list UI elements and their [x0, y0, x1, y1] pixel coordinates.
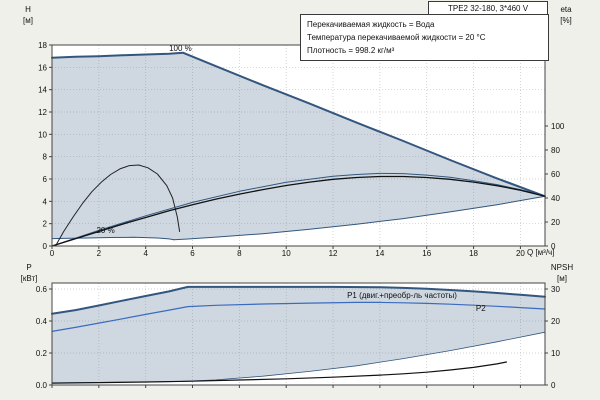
info-line-density: Плотность = 998.2 кг/м³: [307, 46, 395, 55]
x-tick-label: 14: [375, 249, 384, 258]
y-tick-label: 0.2: [36, 349, 48, 358]
y-tick-label: 0.0: [36, 381, 48, 390]
p1-curve: [51, 285, 546, 315]
npsh-curve: [51, 361, 507, 384]
h-axis-label: H [м]: [23, 5, 33, 25]
x-tick-label: 10: [282, 249, 291, 258]
info-line-temperature: Температура перекачиваемой жидкости = 20…: [307, 33, 486, 42]
y-tick-label: 2: [43, 220, 48, 229]
y-tick-label: 60: [551, 170, 560, 179]
y-tick-label: 0.6: [36, 285, 48, 294]
power-range: [52, 286, 545, 383]
p2-curve: [51, 301, 546, 332]
curve-label: P1 (двиг.+преобр-ль частоты): [347, 291, 457, 300]
curve-label: 100 %: [169, 44, 192, 53]
y-tick-label: 14: [38, 86, 47, 95]
q-axis-label: Q [м³/ч]: [527, 248, 555, 257]
curve-100-percent: [51, 51, 546, 198]
x-tick-label: 0: [50, 249, 55, 258]
x-tick-label: 20: [516, 249, 525, 258]
y-tick-label: 16: [38, 63, 47, 72]
info-line-liquid: Перекачиваемая жидкость = Вода: [307, 20, 435, 29]
x-tick-label: 18: [469, 249, 478, 258]
x-tick-label: 6: [190, 249, 195, 258]
curve-label: P2: [476, 304, 486, 313]
range-lower-boundary: [173, 195, 546, 241]
y-tick-label: 18: [38, 41, 47, 50]
x-tick-label: 8: [237, 249, 242, 258]
y-tick-label: 0.4: [36, 317, 48, 326]
plot-background: [52, 45, 545, 246]
y-tick-label: 30: [551, 285, 560, 294]
y-tick-label: 12: [38, 108, 47, 117]
x-tick-label: 4: [143, 249, 148, 258]
operating-range: [52, 52, 545, 240]
y-tick-label: 0: [551, 242, 556, 251]
y-tick-label: 100: [551, 122, 565, 131]
curve-20-percent: [51, 236, 175, 241]
eta-curve: [51, 175, 546, 247]
x-tick-label: 2: [97, 249, 102, 258]
p-axis-label: P [кВт]: [20, 263, 38, 283]
y-tick-label: 0: [551, 381, 556, 390]
y-tick-label: 4: [43, 197, 48, 206]
y-tick-label: 8: [43, 153, 48, 162]
y-tick-label: 0: [43, 242, 48, 251]
pump-title: TPE2 32-180, 3*460 V: [447, 4, 529, 13]
y-tick-label: 20: [551, 218, 560, 227]
x-tick-label: 12: [329, 249, 338, 258]
y-tick-label: 80: [551, 146, 560, 155]
y-tick-label: 20: [551, 317, 560, 326]
y-tick-label: 10: [551, 349, 560, 358]
eta-curve-reduced-speed: [55, 164, 181, 247]
y-tick-label: 10: [38, 130, 47, 139]
y-tick-label: 6: [43, 175, 48, 184]
plot-border: [51, 282, 546, 386]
hq-chart: 100 % 20 % 0 2 4 6 8 10 12 14 16 18 20 0 2 4 6 8 10 12 14 16 1…: [38, 41, 565, 258]
eta-axis-label: eta [%]: [560, 5, 572, 25]
liquid-info-box: Перекачиваемая жидкость = Вода Температу…: [300, 14, 549, 61]
curve-label: 20 %: [96, 226, 114, 235]
npsh-axis-label: NPSH [м]: [550, 263, 574, 283]
y-tick-label: 40: [551, 194, 560, 203]
eta-curve-upper: [51, 172, 546, 247]
plot-border: [51, 44, 546, 247]
x-tick-label: 16: [422, 249, 431, 258]
pq-chart: P1 (двиг.+преобр-ль частоты) P2 0.0 0.2 0.4 0…: [36, 282, 560, 390]
